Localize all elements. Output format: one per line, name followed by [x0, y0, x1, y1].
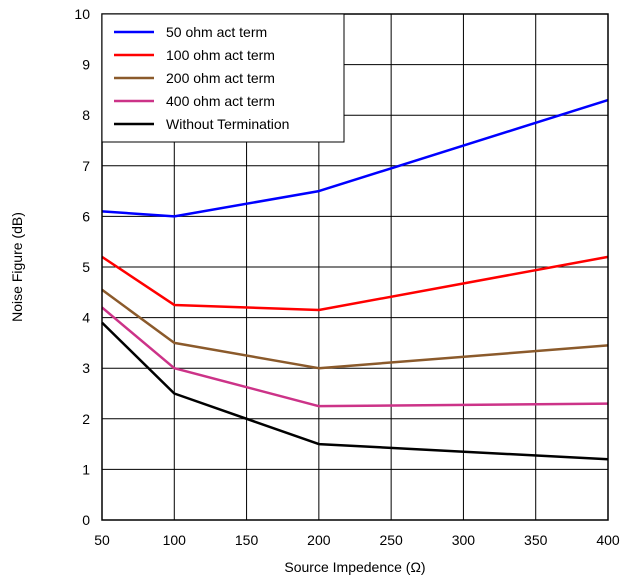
- x-tick-label: 50: [94, 532, 110, 548]
- x-axis-label: Source Impedence (Ω): [284, 559, 425, 575]
- y-tick-label: 7: [82, 158, 90, 174]
- y-tick-label: 10: [74, 6, 90, 22]
- y-axis-label: Noise Figure (dB): [9, 212, 25, 322]
- x-tick-label: 150: [235, 532, 259, 548]
- y-tick-label: 8: [82, 107, 90, 123]
- legend: 50 ohm act term 100 ohm act term 200 ohm a…: [101, 13, 345, 143]
- x-tick-label: 400: [596, 532, 620, 548]
- y-tick-label: 4: [82, 310, 90, 326]
- y-tick-label: 6: [82, 208, 90, 224]
- x-tick-label: 100: [163, 532, 187, 548]
- legend-label-200-ohm-act-term: 200 ohm act term: [166, 70, 275, 86]
- x-tick-label: 250: [379, 532, 403, 548]
- y-tick-label: 1: [82, 461, 90, 477]
- x-tick-label: 300: [452, 532, 476, 548]
- series-line-50-ohm-act-term: [101, 98, 609, 218]
- series-line-without-termination: [101, 321, 609, 461]
- y-tick-label: 3: [82, 360, 90, 376]
- y-tick-label: 0: [82, 512, 90, 528]
- y-tick-label: 9: [82, 57, 90, 73]
- legend-label-50-ohm-act-term: 50 ohm act term: [166, 24, 267, 40]
- legend-label-without-termination: Without Termination: [166, 116, 289, 132]
- y-tick-label: 5: [82, 259, 90, 275]
- legend-label-400-ohm-act-term: 400 ohm act term: [166, 93, 275, 109]
- series-line-200-ohm-act-term: [101, 288, 609, 370]
- series-line-400-ohm-act-term: [101, 306, 609, 408]
- legend-label-100-ohm-act-term: 100 ohm act term: [166, 47, 275, 63]
- x-tick-labels: 50 100 150 200 250 300 350 400: [94, 532, 620, 548]
- y-tick-labels: 0 1 2 3 4 5 6 7 8 9 10: [74, 6, 90, 528]
- x-tick-label: 200: [307, 532, 331, 548]
- plot-frame: [101, 13, 609, 521]
- series-lines: [101, 98, 609, 461]
- y-tick-label: 2: [82, 411, 90, 427]
- x-tick-label: 350: [524, 532, 548, 548]
- series-line-100-ohm-act-term: [101, 255, 609, 312]
